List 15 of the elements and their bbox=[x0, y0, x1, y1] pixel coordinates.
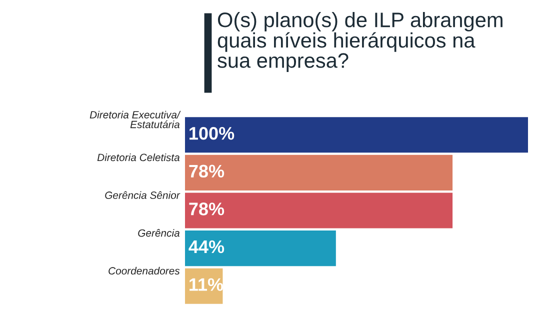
data-label: 78% bbox=[189, 164, 224, 178]
data-label: 78% bbox=[189, 202, 224, 216]
y-tick-label: Gerência bbox=[138, 229, 180, 237]
bar bbox=[185, 192, 453, 228]
bar bbox=[185, 154, 453, 190]
y-tick-label: Diretoria Executiva/ Estatutária bbox=[90, 110, 181, 128]
data-label: 44% bbox=[188, 240, 224, 254]
bar bbox=[185, 117, 528, 153]
y-tick-label: Coordenadores bbox=[108, 266, 180, 275]
data-label: 11% bbox=[190, 278, 224, 291]
chart-title: O(s) plano(s) de ILP abrangem quais níveis hierárquicos na sua empresa? bbox=[218, 12, 502, 72]
y-tick-label: Diretoria Celetista bbox=[97, 153, 180, 162]
y-tick-label: Gerência Sênior bbox=[105, 191, 180, 199]
bar bbox=[185, 230, 336, 266]
data-label: 100% bbox=[190, 126, 234, 140]
